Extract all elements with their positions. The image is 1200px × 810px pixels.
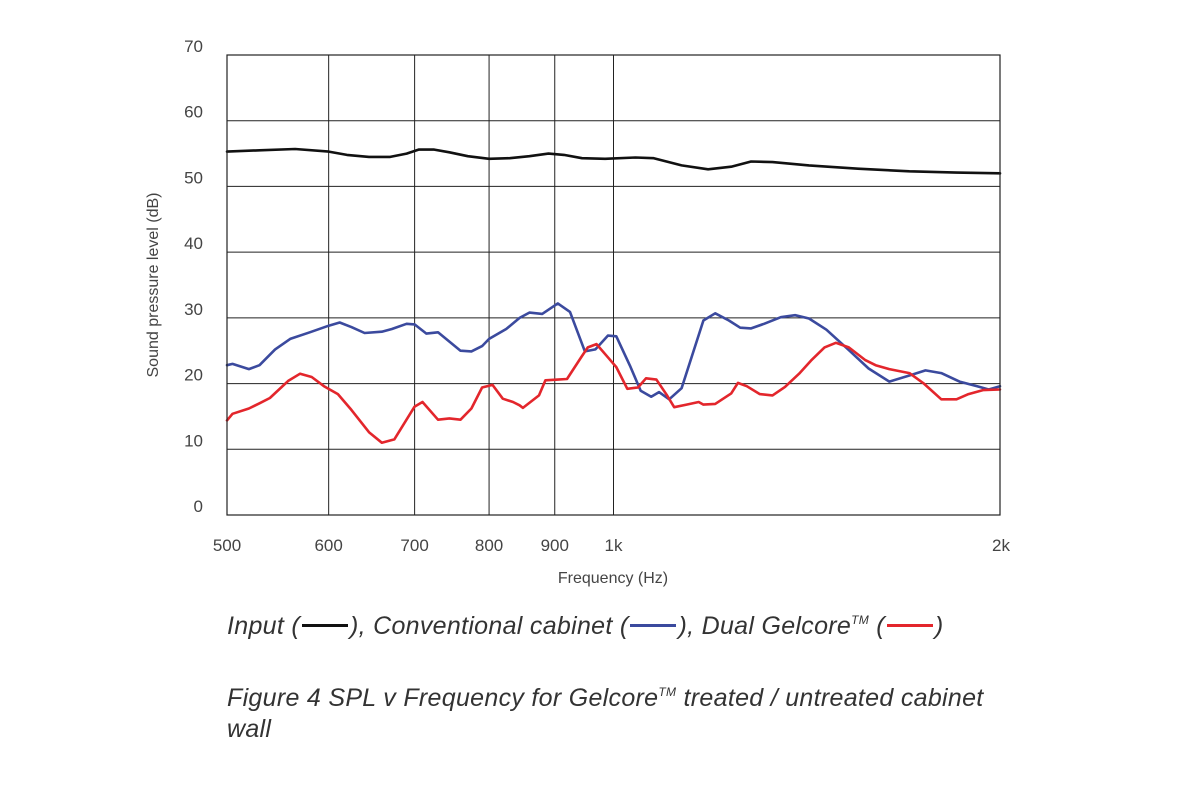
legend-sep: ( (869, 612, 885, 640)
y-tick-label: 0 (194, 497, 203, 516)
x-tick-label: 1k (605, 536, 623, 555)
y-tick-labels: 0 10 20 30 40 50 60 70 (184, 37, 203, 516)
y-tick-label: 10 (184, 431, 203, 450)
legend: Input (), Conventional cabinet (), Dual … (227, 612, 944, 641)
series-line-input (225, 147, 1002, 175)
legend-conventional-swatch (630, 623, 677, 627)
series-line-dual-gelcore (225, 341, 1002, 444)
y-tick-label: 60 (184, 103, 203, 122)
y-tick-label: 70 (184, 37, 203, 56)
legend-gelcore-swatch (886, 623, 933, 627)
spl-frequency-chart: 0 10 20 30 40 50 60 70 500 600 700 800 900 1k 2k Freq… (145, 37, 1011, 587)
series-line-conventional-cabinet (225, 302, 1002, 401)
legend-input-swatch (301, 623, 348, 627)
legend-sep: ), (349, 612, 374, 640)
caption-part2: treated / untreated cabinet wall (227, 684, 984, 743)
y-axis-label: Sound pressure level (dB) (145, 193, 162, 378)
legend-gelcore-label: Dual Gelcore (701, 612, 852, 640)
caption-part1: Figure 4 SPL v Frequency for Gelcore (227, 684, 659, 712)
legend-sep: ) (934, 612, 944, 640)
x-tick-label: 600 (314, 536, 342, 555)
x-tick-label: 800 (475, 536, 503, 555)
caption-tm: TM (658, 685, 677, 699)
y-tick-label: 30 (184, 300, 203, 319)
grid (227, 55, 1000, 515)
series-group (225, 147, 1002, 444)
legend-sep: ), (678, 612, 702, 640)
plot-frame (226, 54, 1001, 516)
x-tick-labels: 500 600 700 800 900 1k 2k (213, 536, 1011, 555)
y-tick-label: 50 (184, 168, 203, 187)
x-axis-label: Frequency (Hz) (558, 570, 668, 587)
x-tick-label: 900 (541, 536, 569, 555)
y-tick-label: 40 (184, 234, 203, 253)
figure-caption: Figure 4 SPL v Frequency for GelcoreTM t… (227, 677, 1027, 745)
x-tick-label: 500 (213, 536, 241, 555)
legend-input-label: Input ( (227, 612, 300, 640)
x-tick-label: 700 (400, 536, 428, 555)
y-tick-label: 20 (184, 366, 203, 385)
legend-conventional-label: Conventional cabinet ( (373, 612, 629, 640)
legend-gelcore-tm: TM (851, 613, 870, 627)
x-tick-label: 2k (992, 536, 1010, 555)
